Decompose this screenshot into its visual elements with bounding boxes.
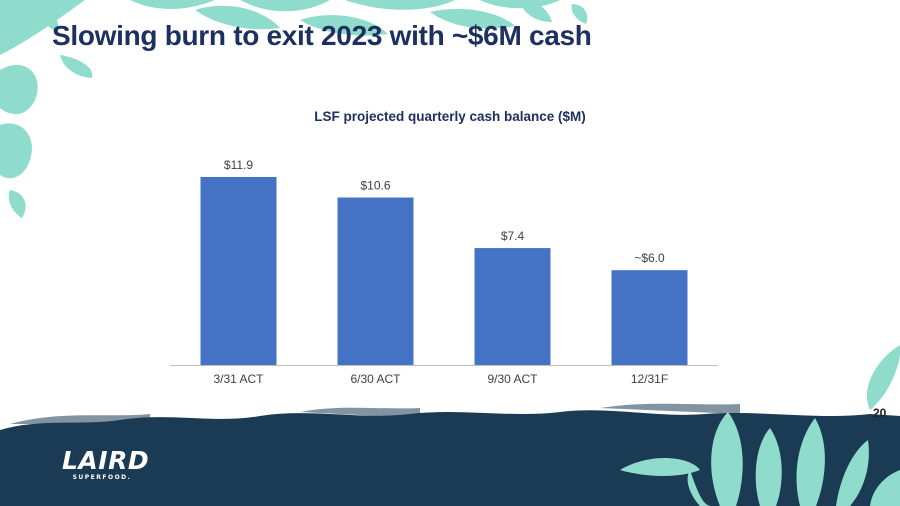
leaf-decoration [300,15,388,36]
x-tick-label-2: 9/30 ACT [487,372,538,386]
leaf-decoration [870,470,900,506]
data-label-3: ~$6.0 [634,251,665,265]
leaf-decoration [571,4,588,24]
leaf-decoration [60,55,93,78]
laird-logo: LAIRD SUPERFOOD. [62,446,150,482]
chart-title: LSF projected quarterly cash balance ($M… [314,109,586,124]
slide-title: Slowing burn to exit 2023 with ~$6M cash [52,20,592,51]
leaf-decoration [866,345,900,410]
leaf-decoration [520,1,552,22]
logo-wordmark: LAIRD [62,446,150,475]
data-label-2: $7.4 [501,229,525,243]
leaf-decoration [345,0,455,10]
logo-tagline: SUPERFOOD. [72,474,132,481]
leaf-decoration [687,470,712,506]
leaf-decoration [796,418,825,506]
data-label-0: $11.9 [224,158,253,172]
x-tick-label-0: 3/31 ACT [213,372,264,386]
bar-1 [337,197,414,365]
leaf-decoration [0,64,38,115]
leaf-decoration [430,8,515,29]
bar-0 [200,176,277,365]
x-tick-label-1: 6/30 ACT [350,372,401,386]
leaf-decoration [711,412,743,506]
leaf-decoration [130,0,215,10]
leaf-decoration [836,440,869,506]
footer-band [0,410,900,506]
leaf-decoration [195,5,280,30]
leaf-decoration [240,0,330,12]
leaf-decoration [0,0,85,55]
leaf-decoration [0,123,32,179]
leaf-decoration [620,457,700,476]
data-label-1: $10.6 [360,179,390,193]
bar-3 [611,270,688,365]
bar-2 [474,248,551,365]
x-tick-label-3: 12/31F [631,372,668,386]
leaf-decoration [755,428,782,506]
leaf-decoration [39,0,59,32]
page-number: 20 [873,406,887,420]
leaf-decoration [8,190,26,218]
